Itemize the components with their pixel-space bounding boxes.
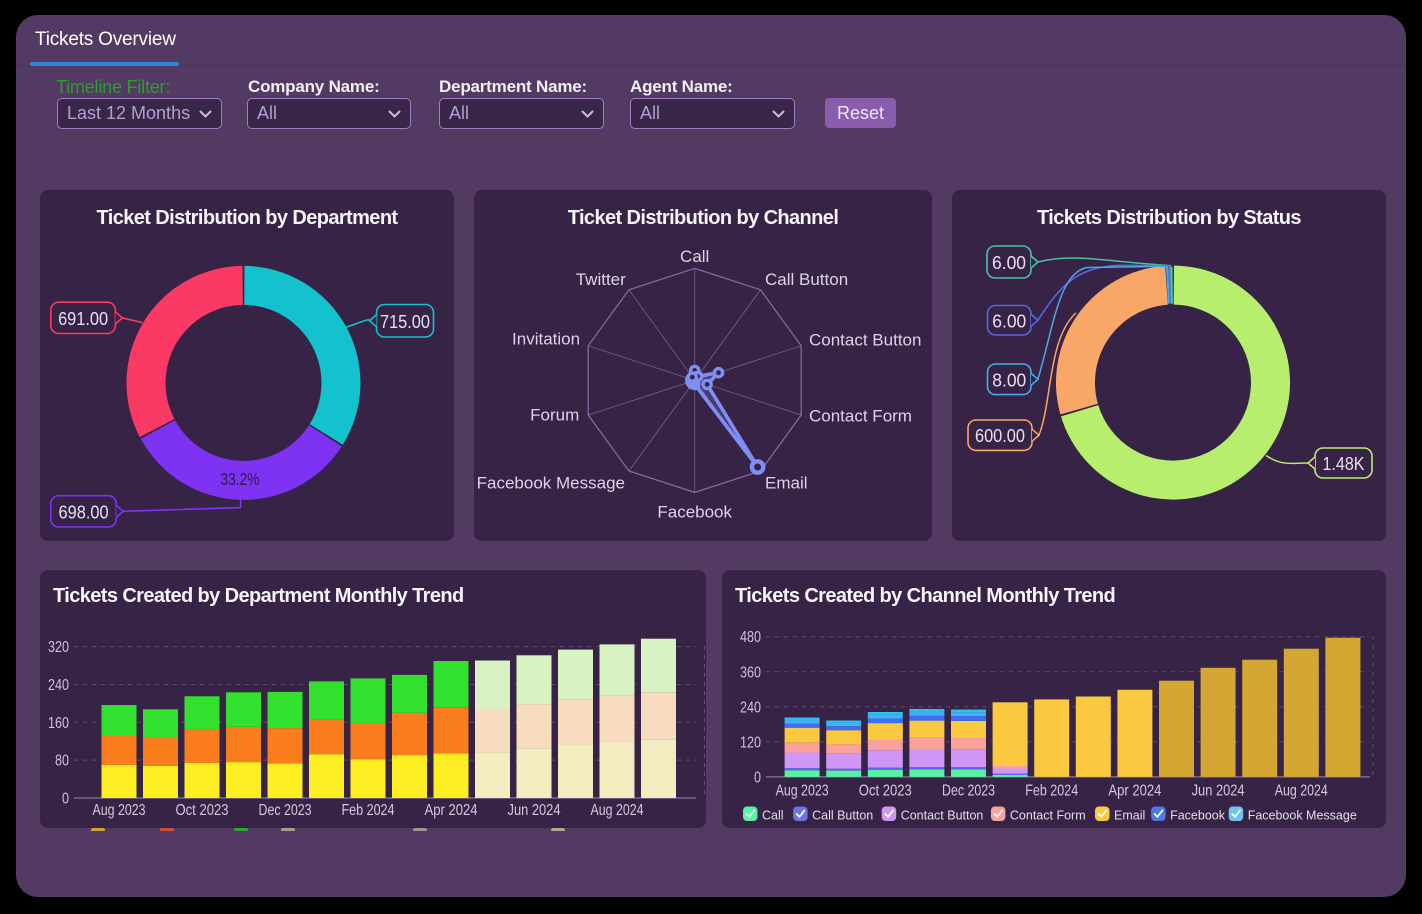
svg-text:Apr 2024: Apr 2024 [1108,783,1161,800]
svg-text:Facebook: Facebook [657,503,732,522]
svg-text:Facebook Message: Facebook Message [1248,809,1357,823]
svg-text:Email: Email [765,474,808,493]
svg-text:Jun 2024: Jun 2024 [508,802,561,819]
svg-text:Aug 2023: Aug 2023 [776,783,829,800]
svg-text:6.00: 6.00 [992,310,1026,331]
svg-text:691.00: 691.00 [58,308,108,329]
svg-text:Oct 2023: Oct 2023 [176,802,229,819]
svg-text:Invitation: Invitation [512,330,580,349]
svg-text:360: 360 [740,664,761,681]
svg-text:6.00: 6.00 [992,252,1026,273]
svg-text:Email: Email [1114,809,1145,823]
svg-text:80: 80 [55,753,69,770]
svg-text:Jun 2024: Jun 2024 [1192,783,1245,800]
svg-text:Twitter: Twitter [576,270,626,289]
svg-text:715.00: 715.00 [380,311,430,332]
svg-text:Call Button: Call Button [765,270,848,289]
svg-text:698.00: 698.00 [59,501,109,522]
svg-text:Dec 2023: Dec 2023 [942,783,995,800]
svg-text:Call: Call [762,809,784,823]
svg-text:Contact Form: Contact Form [809,407,912,426]
svg-text:33.2%: 33.2% [221,469,260,489]
svg-text:Aug 2024: Aug 2024 [1275,783,1328,800]
svg-text:160: 160 [48,715,69,732]
svg-text:Contact Button: Contact Button [809,331,921,350]
svg-text:600.00: 600.00 [975,425,1025,446]
svg-text:240: 240 [740,699,761,716]
svg-text:Facebook: Facebook [1170,809,1226,823]
svg-text:8.00: 8.00 [992,369,1026,390]
svg-text:1.48K: 1.48K [1323,453,1366,474]
svg-text:Call: Call [680,247,709,266]
svg-text:Contact Button: Contact Button [901,809,984,823]
svg-text:0: 0 [754,769,761,786]
svg-text:Contact Form: Contact Form [1010,809,1086,823]
svg-text:Apr 2024: Apr 2024 [425,802,478,819]
svg-text:Feb 2024: Feb 2024 [342,802,395,819]
svg-text:480: 480 [740,629,761,646]
svg-text:Oct 2023: Oct 2023 [859,783,912,800]
svg-text:240: 240 [48,677,69,694]
svg-text:Call Button: Call Button [812,809,873,823]
svg-text:Aug 2023: Aug 2023 [93,802,146,819]
svg-text:120: 120 [740,734,761,751]
svg-text:Feb 2024: Feb 2024 [1025,783,1078,800]
svg-text:Facebook Message: Facebook Message [477,474,625,493]
svg-text:Aug 2024: Aug 2024 [591,802,644,819]
svg-text:320: 320 [48,639,69,656]
svg-text:Forum: Forum [530,406,579,425]
svg-text:Dec 2023: Dec 2023 [259,802,312,819]
svg-text:0: 0 [62,791,69,808]
